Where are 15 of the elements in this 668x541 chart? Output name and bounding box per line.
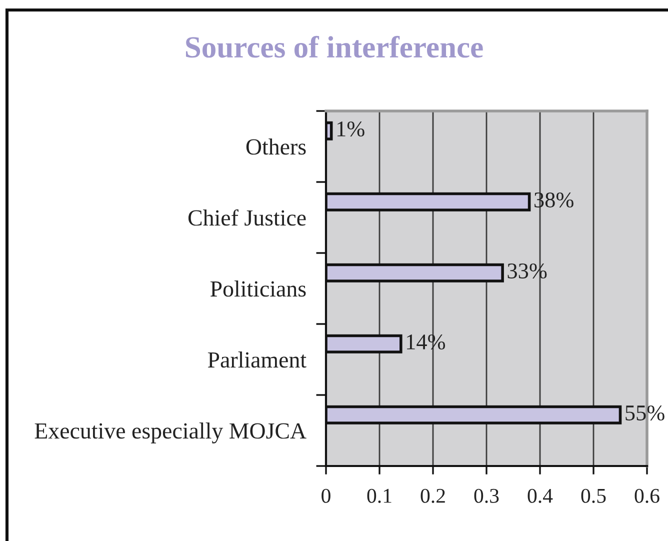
y-tick-label: Parliament xyxy=(208,352,306,368)
data-label: 1% xyxy=(337,121,364,137)
x-tick-label: 0.2 xyxy=(420,488,445,503)
x-tick-label: 0.3 xyxy=(474,488,499,503)
y-tick-label: Others xyxy=(246,138,306,155)
data-label: 55% xyxy=(626,405,664,421)
y-tick-label: Politicians xyxy=(210,280,306,297)
chart-title: Sources of interference xyxy=(186,36,483,58)
x-tick-label: 0.1 xyxy=(367,488,392,503)
y-tick-label: Chief Justice xyxy=(188,209,306,226)
x-tick-label: 0 xyxy=(322,488,330,503)
x-tick-label: 0.6 xyxy=(634,488,660,503)
x-tick-label: 0.4 xyxy=(528,488,553,503)
x-tick-label: 0.5 xyxy=(581,488,606,503)
y-tick-label: Executive especially MOJCA xyxy=(34,422,306,444)
